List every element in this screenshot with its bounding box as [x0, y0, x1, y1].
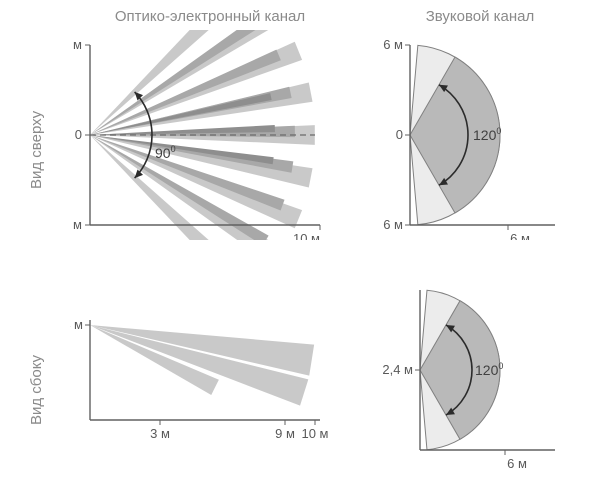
col2-title: Звуковой канал [400, 8, 560, 25]
svg-text:10 м: 10 м [301, 426, 328, 441]
panel-audio-side: 2,4 м6 м1200 [380, 280, 570, 475]
svg-text:9 м: 9 м [275, 426, 295, 441]
panel-opto-side: 2,4 м 3 м 9 м 10 м [70, 300, 340, 450]
svg-text:6 м: 6 м [383, 217, 403, 232]
svg-text:10 м: 10 м [293, 231, 320, 240]
svg-text:0: 0 [396, 127, 403, 142]
panel-audio-top: 6 м06 м6 м1200 [380, 30, 570, 240]
panel-opto-top: 6 м 0 6 м 10 м 900 [70, 30, 340, 240]
svg-text:6 м: 6 м [70, 217, 82, 232]
row1-title: Вид сверху [28, 60, 45, 240]
col1-title: Оптико-электронный канал [100, 8, 320, 25]
svg-text:0: 0 [75, 127, 82, 142]
row2-title: Вид сбоку [28, 320, 45, 460]
svg-text:900: 900 [155, 144, 176, 161]
svg-text:2,4 м: 2,4 м [70, 317, 83, 332]
svg-text:2,4 м: 2,4 м [382, 362, 413, 377]
svg-text:6 м: 6 м [70, 37, 82, 52]
svg-text:6 м: 6 м [383, 37, 403, 52]
svg-text:6 м: 6 м [507, 456, 527, 471]
svg-text:3 м: 3 м [150, 426, 170, 441]
svg-text:6 м: 6 м [510, 231, 530, 240]
